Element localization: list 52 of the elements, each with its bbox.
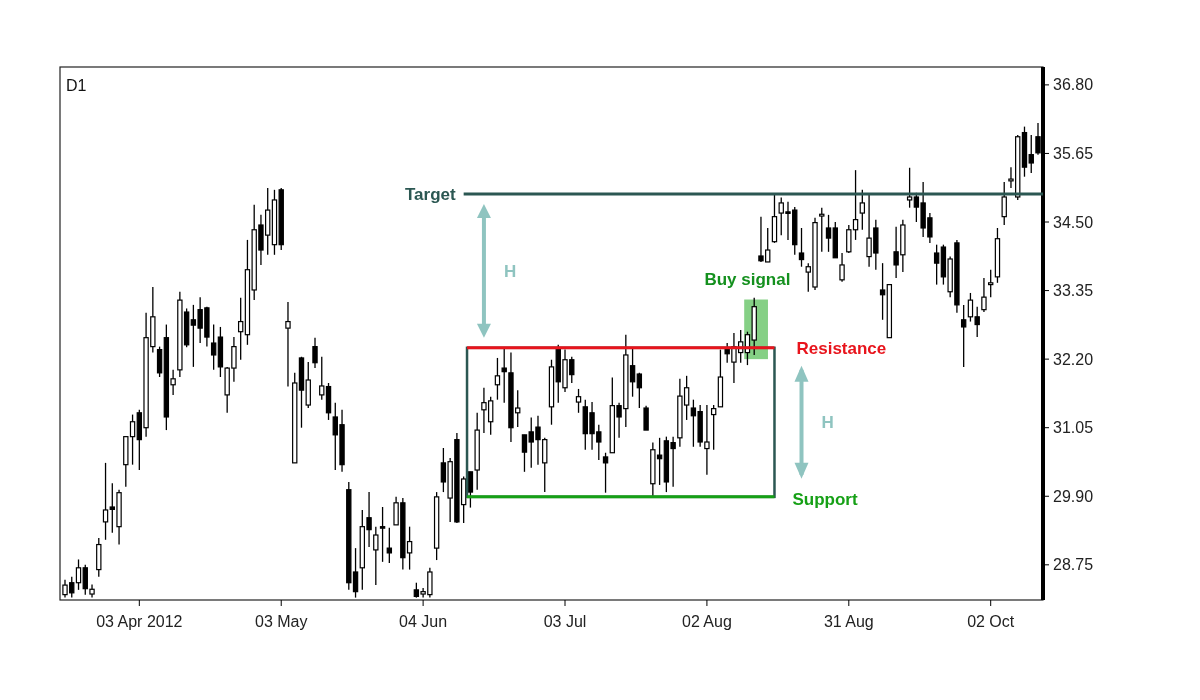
y-tick-label: 32.20 (1053, 350, 1094, 368)
candlestick (156, 345, 163, 378)
candlestick (643, 404, 649, 431)
candlestick (839, 252, 845, 283)
candlestick (501, 348, 507, 404)
candlestick (1001, 181, 1007, 226)
x-tick-label: 31 Aug (823, 613, 874, 630)
candlestick (798, 227, 805, 268)
candlestick (602, 452, 609, 494)
candlestick (879, 262, 886, 321)
candlestick (312, 337, 318, 369)
annotation: Buy signal (704, 269, 791, 289)
x-tick-label: 02 Aug (682, 613, 732, 630)
candlestick (906, 167, 913, 209)
candlestick (102, 462, 109, 541)
candlestick (210, 323, 217, 371)
candlestick (379, 506, 386, 563)
candlestick (285, 301, 291, 388)
candlestick (859, 189, 866, 231)
ref-line-label: Resistance (796, 338, 887, 358)
x-tick-label: 03 Apr 2012 (96, 613, 183, 630)
candlestick (710, 404, 717, 451)
y-tick-label: 35.65 (1053, 145, 1094, 163)
y-tick-label: 36.80 (1053, 76, 1094, 94)
x-tick-label: 04 Jun (399, 613, 448, 630)
candlestick (981, 277, 987, 313)
candlestick (933, 244, 940, 286)
y-tick-label: 34.50 (1053, 213, 1094, 231)
y-tick-label: 29.90 (1053, 487, 1094, 505)
candlestick (988, 269, 994, 298)
candlestick (819, 207, 825, 253)
ref-line-label: Support (792, 489, 858, 509)
y-tick-label: 33.35 (1053, 282, 1094, 300)
y-tick-label: 31.05 (1053, 419, 1094, 437)
annotation: H (503, 261, 517, 281)
candlestick (494, 357, 501, 401)
candlestick (825, 214, 832, 253)
ref-line-label: Target (404, 184, 456, 204)
x-tick-label: 03 Jul (543, 613, 587, 630)
x-tick-label: 02 Oct (967, 613, 1015, 630)
candlestick (636, 372, 643, 409)
candlestick (82, 564, 88, 596)
y-tick-label: 28.75 (1053, 556, 1094, 574)
candlestick (237, 297, 244, 361)
candlestick (575, 388, 582, 414)
candlestick (960, 304, 967, 368)
candlestick (467, 471, 474, 509)
candlestick (373, 526, 379, 586)
candlestick (386, 527, 393, 564)
x-tick-label: 03 May (254, 613, 308, 630)
text: D1 (66, 77, 87, 94)
annotation: H (821, 413, 834, 433)
